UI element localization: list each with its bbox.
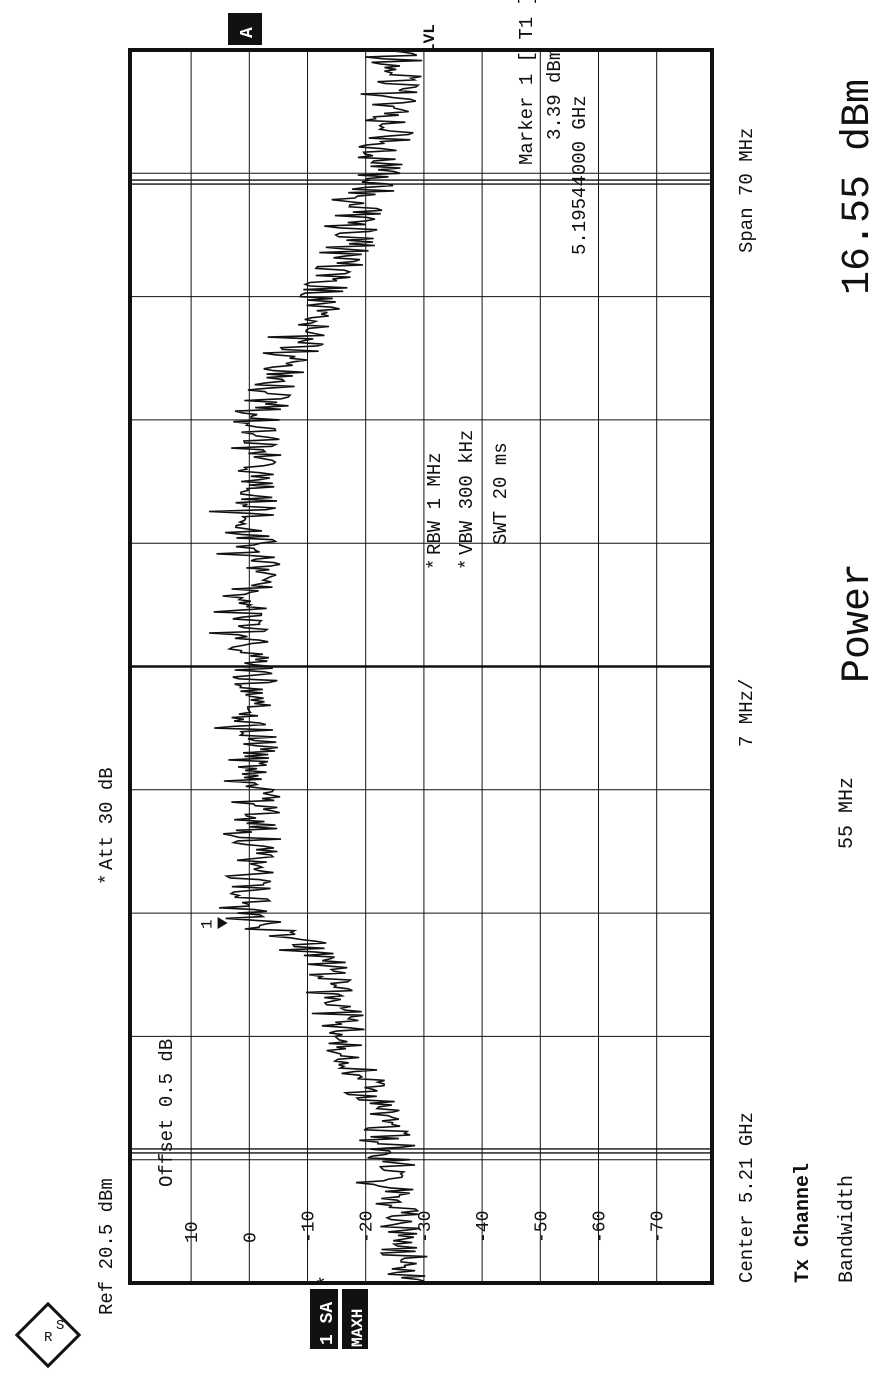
mode-a-badge: A [228,13,262,45]
offset-label: Offset 0.5 dB [156,1039,178,1187]
y-tick-label: -20 [358,1211,378,1243]
marker-1-triangle [217,916,228,929]
y-tick-label: -30 [416,1211,436,1243]
marker-title: Marker 1 [ T1 ] [516,0,538,165]
span: Span 70 MHz [736,128,758,253]
tx-channel-label: Tx Channel [792,1163,815,1283]
marker-frequency: 5.19544000 GHz [569,95,591,255]
vbw: VBW 300 kHz [456,430,478,555]
sweep-time: SWT 20 ms [490,442,512,545]
vbw-star: * [456,559,478,570]
svg-text:S: S [56,1318,64,1334]
maxh-badge: MAXH [349,1309,367,1347]
channel-lines [130,179,712,1154]
y-tick-label: 0 [241,1232,261,1243]
rbw: RBW 1 MHz [424,452,446,555]
power-value: 16.55 dBm [836,79,881,295]
marker-1: 1 [199,916,228,929]
y-tick-label: -60 [591,1211,611,1243]
y-tick-label: -40 [474,1211,494,1243]
bandwidth-value: 55 MHz [836,777,859,849]
frequency-per-division: 7 MHz/ [736,679,758,747]
marker-1-label: 1 [199,919,217,929]
marker-level: 3.39 dBm [544,49,566,140]
svg-text:R: R [44,1330,53,1346]
grid [130,50,712,1283]
trace-star: * [316,1275,339,1287]
y-tick-label: 10 [183,1221,203,1243]
power-label: Power [836,563,881,683]
y-axis-ticks: 10 0 -10 -20 -30 -40 -50 -60 -70 [183,1211,669,1243]
trace-badges: 1 SA * MAXH [310,1275,368,1349]
center-frequency: Center 5.21 GHz [736,1112,758,1283]
y-tick-label: -10 [300,1211,320,1243]
attenuation: Att 30 dB [96,767,118,870]
spectrum-trace [208,49,428,1284]
att-star: * [96,874,118,885]
trace-badge: 1 SA [318,1302,338,1345]
bandwidth-label: Bandwidth [836,1175,859,1283]
y-tick-label: -50 [532,1211,552,1243]
rbw-star: * [424,559,446,570]
svg-text:A: A [238,27,258,38]
y-tick-label: -70 [649,1211,669,1243]
rohde-schwarz-logo-icon: R S [14,1301,82,1369]
lvl-indicator: LVL [421,24,439,53]
ref-level: Ref 20.5 dBm [96,1178,118,1315]
